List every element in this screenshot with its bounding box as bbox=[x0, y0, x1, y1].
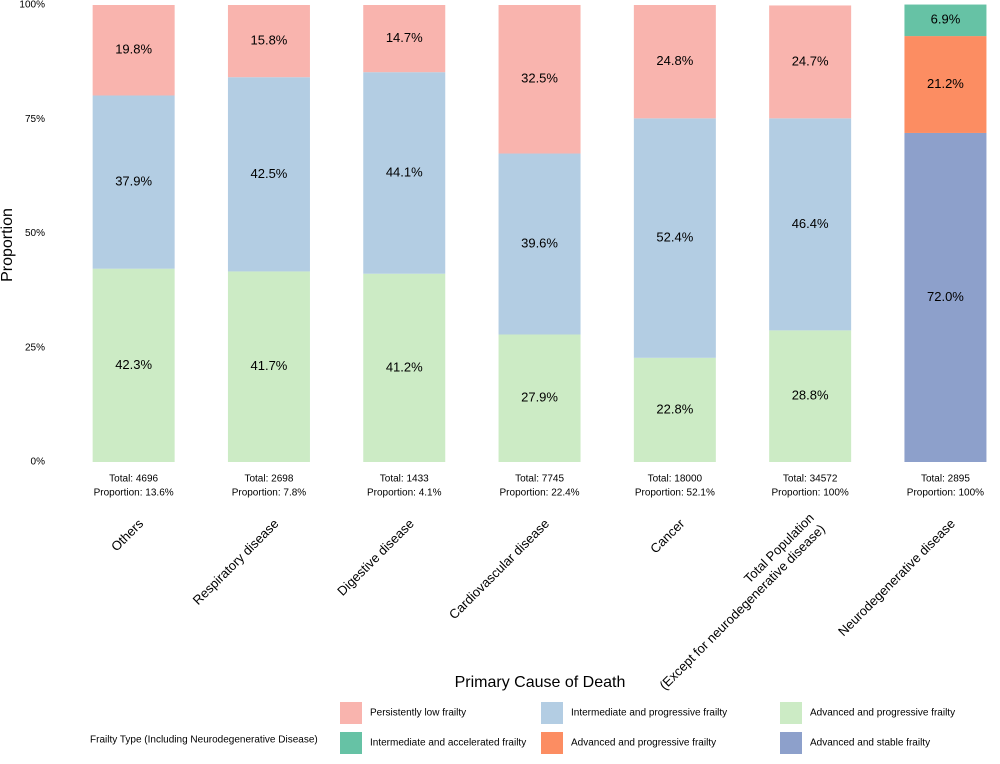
bar-annotation: Proportion: 100% bbox=[907, 488, 984, 499]
bar-segment bbox=[92, 268, 175, 462]
bar-segment bbox=[633, 118, 716, 358]
data-label: 46.4% bbox=[792, 216, 829, 231]
bar-segment bbox=[633, 357, 716, 462]
data-label: 15.8% bbox=[251, 33, 288, 48]
bar-segment bbox=[363, 5, 446, 73]
bar-annotation: Total: 1433 bbox=[380, 474, 429, 485]
legend-swatch bbox=[541, 732, 563, 754]
x-tick-label: Cancer bbox=[647, 515, 688, 556]
bar-segment bbox=[363, 273, 446, 462]
data-label: 22.8% bbox=[656, 401, 693, 416]
bar-segment bbox=[498, 5, 581, 154]
bar-annotation: Proportion: 4.1% bbox=[367, 488, 442, 499]
bar-segment bbox=[498, 334, 581, 462]
legend-swatch bbox=[780, 732, 802, 754]
data-label: 24.8% bbox=[656, 53, 693, 68]
y-tick-label: 75% bbox=[25, 114, 45, 125]
legend-title: Frailty Type (Including Neurodegenerativ… bbox=[90, 735, 318, 746]
bar-annotation: Proportion: 7.8% bbox=[232, 488, 307, 499]
bar-annotation: Proportion: 52.1% bbox=[635, 488, 715, 499]
data-label: 41.7% bbox=[251, 358, 288, 373]
y-tick-label: 0% bbox=[31, 457, 46, 468]
data-label: 14.7% bbox=[386, 30, 423, 45]
data-label: 42.3% bbox=[115, 357, 152, 372]
bar-annotation: Total: 4696 bbox=[109, 474, 158, 485]
legend-label: Intermediate and progressive frailty bbox=[571, 708, 727, 719]
bar-segment bbox=[904, 132, 987, 462]
bar-segment bbox=[498, 153, 581, 335]
x-tick-label: Digestive disease bbox=[334, 516, 417, 599]
legend-label: Advanced and progressive frailty bbox=[810, 708, 955, 719]
x-axis-title: Primary Cause of Death bbox=[455, 674, 626, 691]
bar-annotation: Total: 2698 bbox=[244, 474, 293, 485]
data-label: 39.6% bbox=[521, 235, 558, 250]
legend-label: Intermediate and accelerated frailty bbox=[370, 738, 526, 749]
data-label: 41.2% bbox=[386, 359, 423, 374]
y-tick-label: 100% bbox=[19, 0, 45, 11]
bar-annotation: Proportion: 13.6% bbox=[94, 488, 174, 499]
legend-swatch bbox=[340, 702, 362, 724]
bar-annotation: Proportion: 100% bbox=[772, 488, 849, 499]
bar-annotation: Total: 2895 bbox=[921, 474, 970, 485]
data-label: 21.2% bbox=[927, 76, 964, 91]
bar-segment bbox=[633, 5, 716, 119]
data-label: 24.7% bbox=[792, 53, 829, 68]
data-label: 72.0% bbox=[927, 289, 964, 304]
bar-segment bbox=[92, 5, 175, 96]
data-label: 44.1% bbox=[386, 164, 423, 179]
data-label: 27.9% bbox=[521, 390, 558, 405]
data-label: 28.8% bbox=[792, 388, 829, 403]
bar-segment bbox=[227, 77, 310, 272]
bar-segment bbox=[769, 118, 852, 331]
x-tick-label: Neurodegenerative disease bbox=[835, 516, 958, 639]
y-tick-label: 50% bbox=[25, 228, 45, 239]
bar-annotation: Proportion: 22.4% bbox=[500, 488, 580, 499]
data-label: 6.9% bbox=[931, 12, 961, 27]
y-axis-title: Proportion bbox=[0, 208, 16, 282]
bar-annotation: Total: 7745 bbox=[515, 474, 564, 485]
data-label: 19.8% bbox=[115, 42, 152, 57]
bar-segment bbox=[92, 95, 175, 269]
data-label: 37.9% bbox=[115, 174, 152, 189]
y-tick-label: 25% bbox=[25, 342, 45, 353]
data-label: 32.5% bbox=[521, 71, 558, 86]
legend-label: Advanced and progressive frailty bbox=[571, 738, 716, 749]
x-tick-label: Cardiovascular disease bbox=[446, 516, 552, 622]
bar-segment bbox=[227, 5, 310, 78]
bar-annotation: Total: 34572 bbox=[783, 474, 838, 485]
bar-annotation: Total: 18000 bbox=[648, 474, 703, 485]
bar-segment bbox=[227, 271, 310, 462]
data-label: 42.5% bbox=[251, 166, 288, 181]
x-tick-label: Others bbox=[108, 516, 147, 555]
bar-segment bbox=[904, 36, 987, 133]
legend-swatch bbox=[340, 732, 362, 754]
legend-label: Advanced and stable frailty bbox=[810, 738, 930, 749]
legend-swatch bbox=[780, 702, 802, 724]
bar-segment bbox=[904, 4, 987, 37]
data-label: 52.4% bbox=[656, 230, 693, 245]
bar-segment bbox=[363, 72, 446, 274]
bar-segment bbox=[769, 5, 852, 119]
legend-swatch bbox=[541, 702, 563, 724]
x-tick-label: Respiratory disease bbox=[190, 516, 282, 608]
legend-label: Persistently low frailty bbox=[370, 708, 466, 719]
bar-segment bbox=[769, 330, 852, 462]
